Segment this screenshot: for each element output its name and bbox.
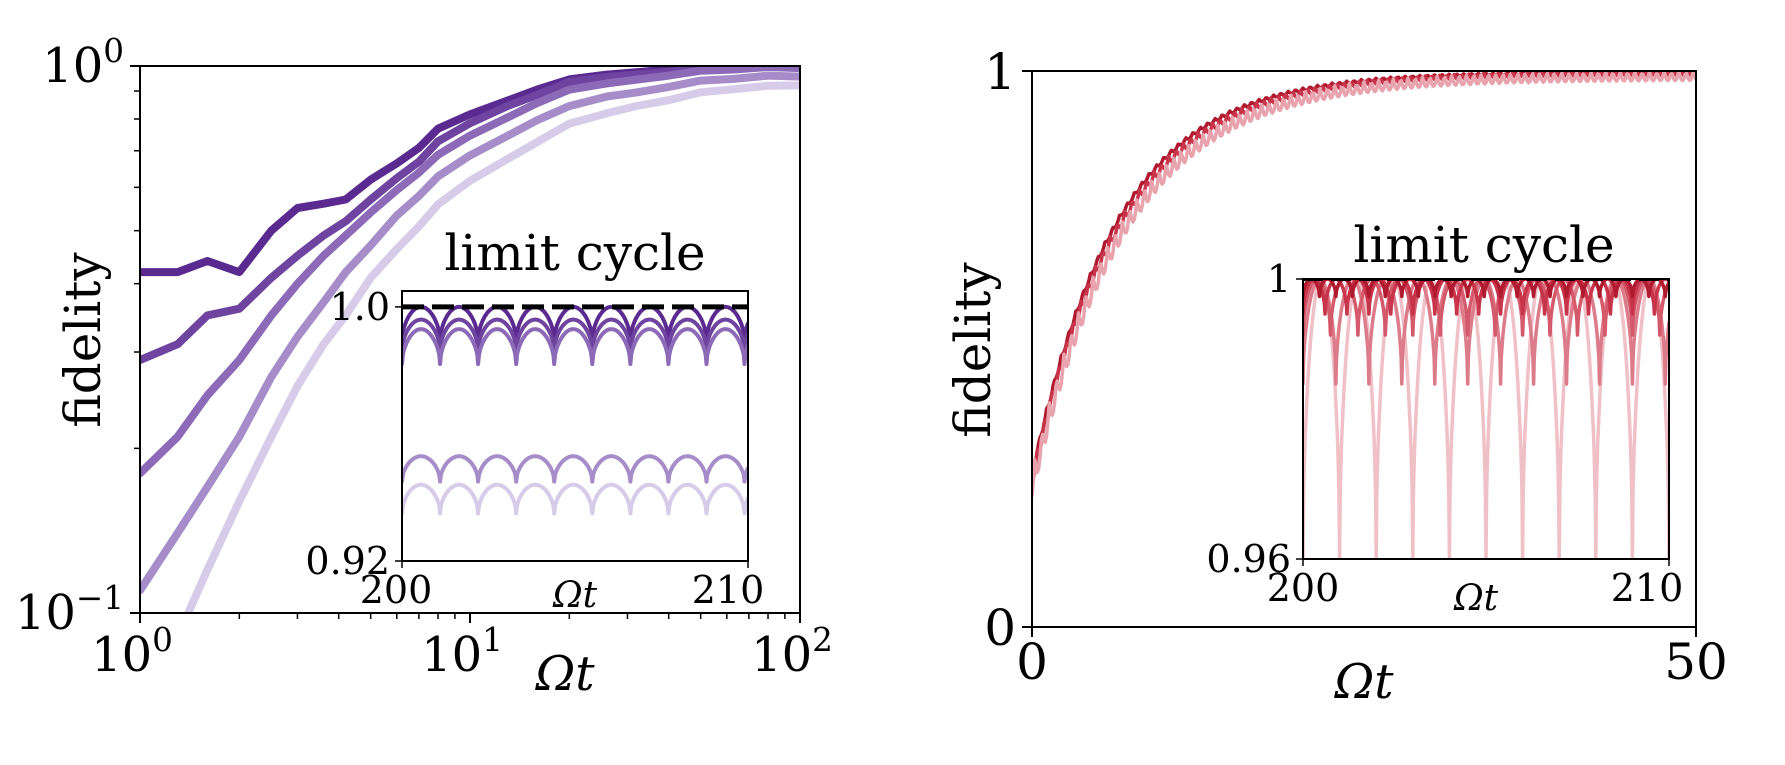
left-inset-series-group <box>402 304 748 516</box>
left-inset-x-tick-label: 200 <box>360 568 433 612</box>
left-inset-frame <box>401 290 749 562</box>
right-ticks: 0 50 0 1 <box>984 43 1728 691</box>
right-y-tick-label: 0 <box>984 599 1016 657</box>
right-series-line-2 <box>1032 71 1696 498</box>
left-inset-y-tick-label: 1.0 <box>330 285 390 329</box>
right-inset-y-tick-label: 0.96 <box>1206 537 1291 581</box>
left-inset-x-tick-label: 210 <box>692 568 765 612</box>
right-inset-x-tick-label: 200 <box>1267 566 1340 610</box>
right-inset-xlabel: Ωt <box>1453 578 1499 619</box>
left-x-tick-label: 102 <box>751 621 833 683</box>
left-y-tick-label: 100 <box>42 32 124 94</box>
left-y-tick-label: 10−1 <box>15 579 124 641</box>
right-xlabel: Ωt <box>1333 654 1394 710</box>
left-series-line-4 <box>184 81 800 613</box>
left-inset-title: limit cycle <box>444 224 705 282</box>
right-inset-series-line-3 <box>1303 279 1669 316</box>
right-ylabel: fidelity <box>944 262 1002 438</box>
left-inset-y-tick-label: 0.92 <box>305 539 390 583</box>
left-inset-series-line-4 <box>402 482 748 516</box>
left-series-group <box>140 66 800 613</box>
right-plot-frame <box>1031 70 1697 628</box>
right-inset-x-tick-label: 210 <box>1611 566 1684 610</box>
left-inset-series-line-1 <box>402 317 748 354</box>
right-x-tick-label: 0 <box>1016 633 1048 691</box>
left-x-tick-label: 100 <box>91 621 173 683</box>
left-ylabel: fidelity <box>54 252 112 428</box>
left-inset-background <box>402 291 748 561</box>
left-inset-series-line-3 <box>402 454 748 484</box>
left-inset-series-line-2 <box>402 327 748 367</box>
right-inset-y-tick-label: 1 <box>1267 257 1291 301</box>
left-x-tick-label: 101 <box>421 621 503 683</box>
left-xlabel: Ωt <box>534 646 595 702</box>
right-inset-title: limit cycle <box>1353 216 1614 274</box>
left-series-line-2 <box>140 66 800 478</box>
right-x-tick-label: 50 <box>1664 633 1728 691</box>
right-series-group <box>1032 71 1696 498</box>
right-y-tick-label: 1 <box>984 43 1016 101</box>
left-inset-xlabel: Ωt <box>552 575 598 616</box>
right-inset-frame <box>1302 278 1670 560</box>
left-series-line-3 <box>140 71 800 595</box>
